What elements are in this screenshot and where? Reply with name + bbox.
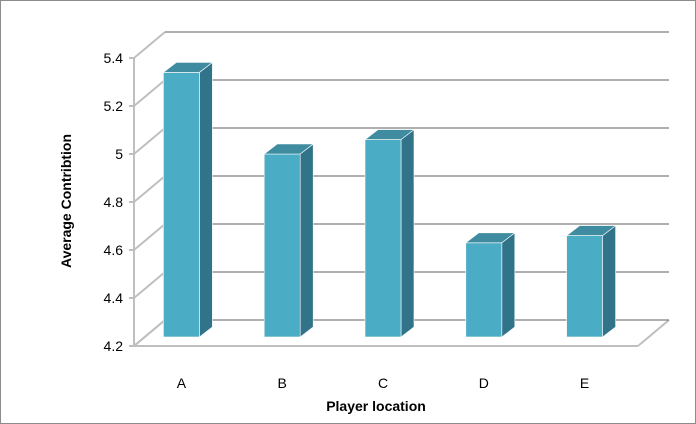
x-tick-label: E (580, 375, 589, 391)
side-gridline (133, 319, 166, 347)
bar-side (501, 232, 516, 338)
bar (163, 72, 200, 338)
y-tick-label: 4.4 (104, 290, 124, 306)
bar-side (199, 61, 213, 338)
side-gridline (133, 79, 166, 107)
bar (465, 242, 503, 338)
bar (364, 139, 402, 338)
y-tick-label: 4.8 (104, 194, 124, 210)
bar-top (162, 62, 214, 73)
y-tick-label: 5.4 (104, 50, 124, 66)
bar-top (263, 143, 315, 155)
bar-top (364, 129, 415, 140)
bar-side (299, 143, 314, 338)
bar (263, 153, 301, 338)
x-tick-label: D (479, 375, 489, 391)
gridlines (129, 31, 669, 347)
side-gridline (133, 31, 166, 59)
bar-side (400, 128, 415, 338)
x-tick-label: C (378, 375, 388, 391)
y-tick-label: 4.6 (104, 242, 124, 258)
side-gridline (133, 223, 166, 251)
y-tick-label: 5.2 (104, 98, 124, 114)
x-axis-title: Player location (326, 398, 426, 414)
bar-top (565, 225, 617, 236)
bar-top (464, 232, 516, 244)
side-gridline (133, 127, 166, 155)
bar (566, 235, 603, 338)
bars (162, 61, 617, 338)
side-gridline (133, 271, 166, 299)
y-tick-label: 5 (115, 146, 123, 162)
bar-side (602, 224, 616, 338)
y-tick-label: 4.2 (104, 338, 124, 354)
x-tick-label: B (278, 375, 287, 391)
side-gridline (133, 175, 166, 203)
x-tick-labels: A B C D E (177, 375, 590, 391)
y-axis-title: Average Contribtion (58, 134, 74, 268)
y-tick-labels: 4.2 4.4 4.6 4.8 5 5.2 5.4 (104, 50, 124, 354)
floor-right-edge (637, 319, 670, 347)
x-tick-label: A (177, 375, 187, 391)
